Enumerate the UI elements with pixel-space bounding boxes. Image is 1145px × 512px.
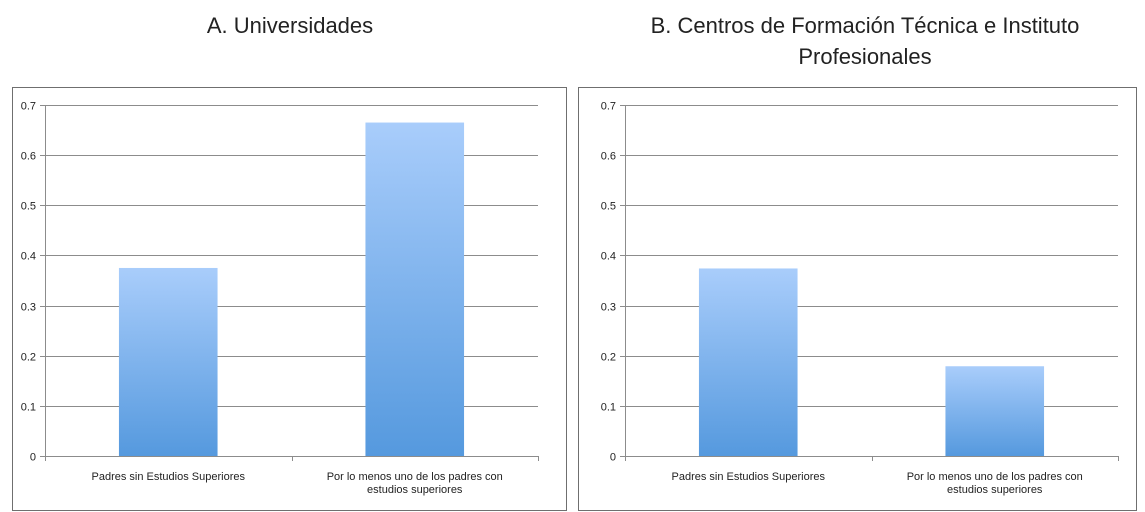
chart-b-category-label-1-line-0: Por lo menos uno de los padres con bbox=[907, 471, 1083, 483]
chart-b-title: B. Centros de Formación Técnica e Instit… bbox=[585, 10, 1145, 72]
chart-a-bar-1 bbox=[365, 122, 465, 457]
chart-b-category-label-1-line-1: estudios superiores bbox=[947, 484, 1043, 496]
chart-a-bar-0 bbox=[118, 267, 218, 456]
chart-b-y-tick-label-3: 0.3 bbox=[601, 302, 616, 314]
chart-a-y-tick-label-2: 0.2 bbox=[21, 352, 36, 364]
chart-b-frame: 0 0.1 0.2 0.3 0.4 0.5 0.6 0.7 Padres sin Estudio… bbox=[578, 87, 1137, 511]
chart-b-bar-0 bbox=[698, 268, 798, 456]
chart-b-y-tick-label-1: 0.1 bbox=[601, 402, 616, 414]
chart-a-frame: 0 0.1 0.2 0.3 0.4 0.5 0.6 0.7 Padres sin Estudio… bbox=[12, 87, 567, 511]
chart-a-y-tick-label-0: 0 bbox=[30, 452, 36, 464]
chart-b-plot: 0 0.1 0.2 0.3 0.4 0.5 0.6 0.7 Padres sin Estudio… bbox=[601, 101, 1119, 496]
chart-b-bar-1 bbox=[945, 366, 1045, 456]
chart-a-y-tick-label-5: 0.5 bbox=[21, 201, 36, 213]
chart-b-title-line-2: Profesionales bbox=[798, 44, 932, 69]
chart-a-category-label-1-line-0: Por lo menos uno de los padres con bbox=[327, 471, 503, 483]
chart-a-plot: 0 0.1 0.2 0.3 0.4 0.5 0.6 0.7 Padres sin Estudio… bbox=[21, 101, 539, 496]
chart-a-y-tick-label-3: 0.3 bbox=[21, 302, 36, 314]
chart-a-y-tick-label-4: 0.4 bbox=[21, 251, 36, 263]
chart-a-category-label-0-line-0: Padres sin Estudios Superiores bbox=[92, 471, 246, 483]
chart-b-y-tick-label-4: 0.4 bbox=[601, 251, 616, 263]
chart-b-y-tick-label-2: 0.2 bbox=[601, 352, 616, 364]
chart-a-category-label-1-line-1: estudios superiores bbox=[367, 484, 463, 496]
chart-b-title-line-1: B. Centros de Formación Técnica e Instit… bbox=[650, 13, 1080, 38]
chart-b-y-tick-label-5: 0.5 bbox=[601, 201, 616, 213]
chart-b-y-tick-label-0: 0 bbox=[610, 452, 616, 464]
chart-b-y-tick-label-6: 0.6 bbox=[601, 151, 616, 163]
chart-a-y-tick-label-1: 0.1 bbox=[21, 402, 36, 414]
chart-b-category-label-0-line-0: Padres sin Estudios Superiores bbox=[672, 471, 826, 483]
chart-a-y-tick-label-7: 0.7 bbox=[21, 101, 36, 113]
chart-a-title: A. Universidades bbox=[206, 13, 374, 38]
chart-a-y-tick-label-6: 0.6 bbox=[21, 151, 36, 163]
chart-b-y-tick-label-7: 0.7 bbox=[601, 101, 616, 113]
